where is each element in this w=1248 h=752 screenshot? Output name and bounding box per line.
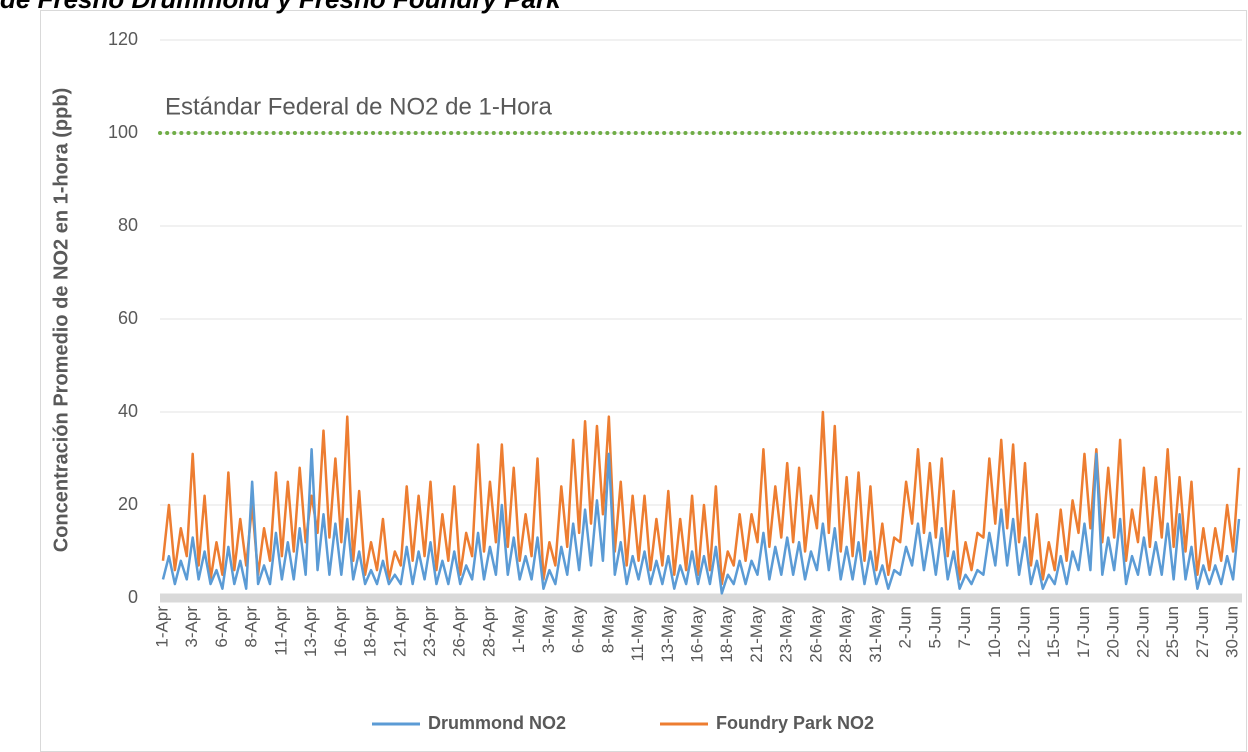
x-tick-label: 11-May — [628, 606, 647, 662]
x-tick-label: 6-May — [569, 606, 588, 654]
x-tick-label: 21-May — [747, 606, 766, 663]
x-tick-label: 21-Apr — [390, 606, 409, 657]
x-tick-label: 12-Jun — [1014, 606, 1033, 658]
x-tick-label: 23-Apr — [420, 606, 439, 657]
x-tick-label: 3-Apr — [182, 606, 201, 648]
y-tick-label: 40 — [118, 401, 138, 421]
x-tick-label: 18-May — [717, 606, 736, 663]
y-tick-label: 60 — [118, 308, 138, 328]
legend-label: Foundry Park NO2 — [716, 713, 874, 733]
x-tick-label: 6-Apr — [212, 606, 231, 648]
reference-label: Estándar Federal de NO2 de 1-Hora — [165, 93, 553, 120]
y-axis-title: Concentración Promedio de NO2 en 1-hora … — [50, 88, 72, 553]
x-tick-label: 7-Jun — [955, 606, 974, 649]
chart-title: de Fresno Drummond y Fresno Foundry Park — [0, 0, 562, 14]
y-tick-label: 20 — [118, 494, 138, 514]
x-tick-label: 1-Apr — [152, 606, 171, 648]
x-tick-label: 15-Jun — [1044, 606, 1063, 658]
x-tick-label: 22-Jun — [1133, 606, 1152, 658]
x-tick-label: 11-Apr — [271, 606, 290, 656]
x-tick-label: 23-May — [777, 606, 796, 663]
x-tick-label: 8-May — [598, 606, 617, 654]
y-tick-label: 0 — [128, 587, 138, 607]
legend-label: Drummond NO2 — [428, 713, 566, 733]
x-tick-label: 13-Apr — [301, 606, 320, 657]
x-tick-label: 26-Apr — [450, 606, 469, 657]
series-line — [161, 447, 1241, 595]
x-tick-label: 20-Jun — [1104, 606, 1123, 658]
x-tick-label: 16-Apr — [331, 606, 350, 657]
x-tick-label: 30-Jun — [1223, 606, 1242, 658]
y-tick-label: 100 — [108, 122, 138, 142]
y-tick-label: 80 — [118, 215, 138, 235]
x-tick-label: 3-May — [539, 606, 558, 654]
x-tick-label: 26-May — [806, 606, 825, 663]
x-tick-label: 10-Jun — [985, 606, 1004, 658]
x-tick-label: 18-Apr — [361, 606, 380, 657]
series-line — [161, 410, 1241, 586]
x-tick-label: 17-Jun — [1074, 606, 1093, 658]
x-tick-label: 27-Jun — [1193, 606, 1212, 658]
x-tick-label: 1-May — [509, 606, 528, 654]
x-tick-label: 13-May — [658, 606, 677, 663]
x-tick-label: 31-May — [866, 606, 885, 663]
x-tick-label: 8-Apr — [242, 606, 261, 648]
x-tick-label: 28-Apr — [479, 606, 498, 657]
x-tick-label: 25-Jun — [1163, 606, 1182, 658]
y-tick-label: 120 — [108, 29, 138, 49]
x-tick-label: 2-Jun — [896, 606, 915, 649]
x-tick-label: 5-Jun — [925, 606, 944, 649]
x-tick-label: 16-May — [688, 606, 707, 663]
x-tick-label: 28-May — [836, 606, 855, 663]
